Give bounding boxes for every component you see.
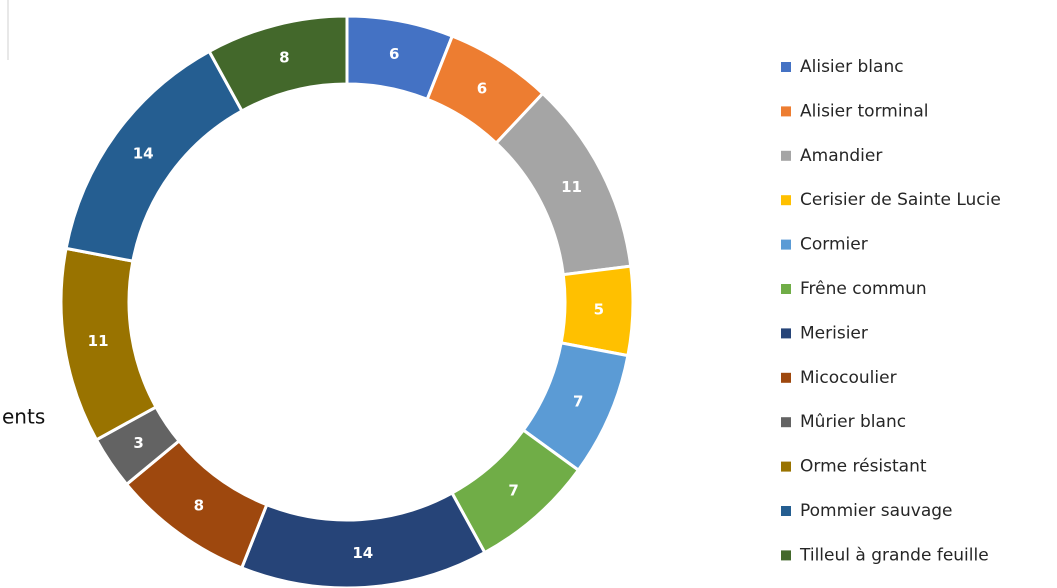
data-label: 6 — [477, 80, 487, 98]
legend-swatch — [781, 106, 791, 117]
legend-swatch — [781, 284, 791, 294]
legend-label: Amandier — [800, 146, 882, 166]
legend-label: Alisier torminal — [800, 101, 928, 121]
data-label: 3 — [133, 434, 143, 452]
legend-swatch — [781, 506, 791, 516]
data-label: 11 — [561, 178, 582, 196]
slice — [207, 14, 349, 114]
data-label: 8 — [194, 496, 204, 514]
legend-swatch — [781, 417, 791, 428]
data-label: 7 — [508, 482, 518, 500]
data-label: 11 — [88, 332, 109, 350]
legend-swatch — [781, 550, 791, 561]
legend-label: Cerisier de Sainte Lucie — [800, 190, 1001, 210]
legend-swatch — [781, 195, 791, 206]
legend-swatch — [781, 328, 791, 339]
legend-label: Cormier — [800, 235, 868, 255]
legend-label: Pommier sauvage — [800, 501, 953, 521]
data-label: 14 — [133, 144, 154, 162]
data-label: 7 — [573, 393, 583, 411]
data-label: 14 — [352, 544, 373, 562]
legend-label: Merisier — [800, 323, 868, 343]
slice — [64, 49, 245, 263]
data-label: 5 — [594, 300, 604, 318]
legend-label: Micocoulier — [800, 368, 897, 388]
slice — [239, 490, 487, 588]
data-label: 6 — [389, 45, 399, 63]
legend-label: Tilleul à grande feuille — [799, 545, 989, 565]
side-text: ents — [2, 405, 45, 429]
legend-swatch — [781, 150, 791, 161]
legend-swatch — [781, 239, 791, 250]
legend-swatch — [781, 461, 791, 472]
legend-label: Orme résistant — [800, 457, 927, 477]
legend-label: Mûrier blanc — [800, 412, 906, 432]
legend-swatch — [781, 62, 791, 72]
legend-swatch — [781, 372, 791, 383]
data-label: 8 — [279, 48, 289, 66]
legend-label: Frêne commun — [800, 279, 927, 299]
legend-label: Alisier blanc — [800, 57, 904, 77]
